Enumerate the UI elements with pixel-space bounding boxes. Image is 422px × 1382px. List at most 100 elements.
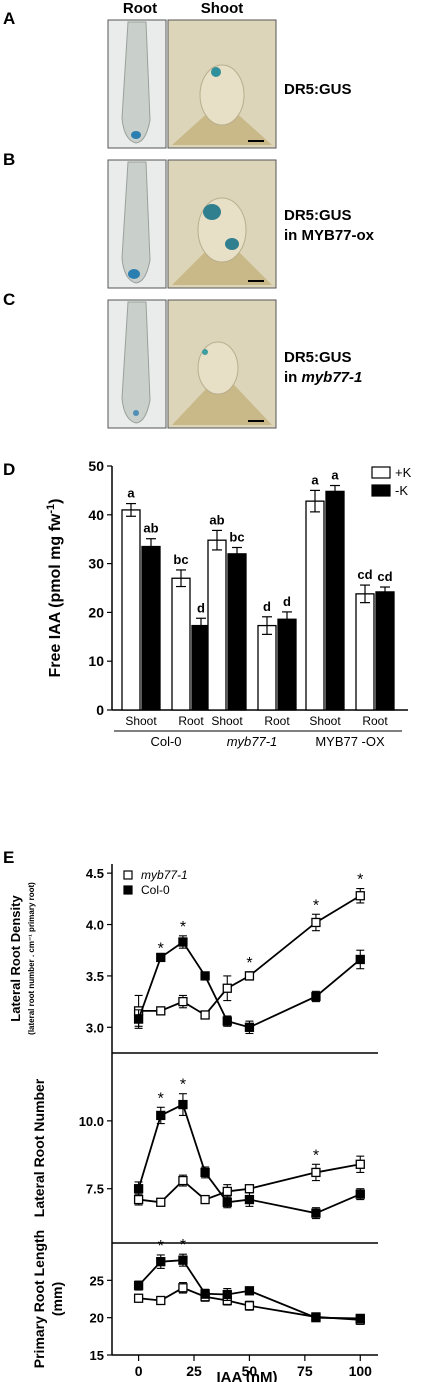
significance-asterisk: * <box>357 872 363 889</box>
data-point-col-0 <box>355 1313 365 1324</box>
data-point-col-0 <box>178 937 188 947</box>
bar <box>305 500 325 711</box>
significance-asterisk: * <box>158 1238 164 1255</box>
bar <box>355 593 375 711</box>
group-label: MYB77 -OX <box>315 734 385 749</box>
data-point-myb77-1 <box>244 971 255 981</box>
gus-stain-root-c <box>133 410 139 416</box>
data-point-myb77-1 <box>178 1175 188 1186</box>
x-tick-label: 0 <box>135 1363 143 1379</box>
data-point-col-0 <box>156 1257 166 1267</box>
data-point-col-0 <box>133 1184 144 1194</box>
data-point-myb77-1 <box>200 1194 210 1205</box>
bar <box>141 545 161 711</box>
x-tick-label: 50 <box>242 1363 258 1379</box>
significance-asterisk: * <box>158 940 164 957</box>
data-point-col-0 <box>156 1110 166 1121</box>
bar <box>325 490 345 711</box>
bar <box>375 591 395 711</box>
y-tick-label: 10.0 <box>79 1114 104 1129</box>
gus-stain-shoot-a <box>211 67 221 77</box>
data-point-col-0 <box>200 1167 210 1178</box>
bar <box>191 624 211 711</box>
x-axis-label: IAA (nM) <box>216 1369 277 1382</box>
data-point-myb77-1 <box>156 1295 166 1306</box>
y-axis-label: Lateral Root Number <box>31 1078 47 1217</box>
scale-bar-b <box>248 280 264 282</box>
subgroup-label: Root <box>362 714 388 728</box>
data-point-col-0 <box>355 1189 365 1199</box>
scale-bar-a <box>248 140 264 142</box>
image-row-b: DR5:GUS in MYB77-ox <box>107 159 375 289</box>
y-tick-label: 3.0 <box>86 1020 104 1035</box>
root-tip-shape-c <box>121 301 151 424</box>
y-tick-label: 40 <box>88 507 104 523</box>
significance-letter: d <box>197 600 205 615</box>
significance-asterisk: * <box>246 955 252 972</box>
data-point-col-0 <box>222 1197 232 1207</box>
panel-label-d: D <box>3 460 15 479</box>
y-tick-label: 4.5 <box>86 866 104 881</box>
data-point-myb77-1 <box>222 1186 232 1197</box>
subgroup-label: Shoot <box>211 714 243 728</box>
shoot-leaves-shape-c <box>172 372 272 425</box>
data-point-myb77-1 <box>178 1283 188 1293</box>
significance-letter: cd <box>377 569 392 584</box>
data-point-col-0 <box>244 1194 255 1205</box>
data-point-col-0 <box>311 1208 321 1218</box>
data-point-myb77-1 <box>156 1006 166 1016</box>
gus-stain-shoot-c <box>202 349 208 355</box>
y-axis-label: Lateral Root Density <box>8 895 23 1022</box>
panel-label-c: C <box>3 290 15 309</box>
subgroup-label: Root <box>178 714 204 728</box>
bar <box>277 618 297 711</box>
group-label: myb77-1 <box>227 734 278 749</box>
y-tick-label: 10 <box>88 653 104 669</box>
y-tick-label: 50 <box>88 458 104 474</box>
data-point-col-0 <box>133 1014 144 1024</box>
data-point-myb77-1 <box>178 996 188 1007</box>
y-tick-label: 25 <box>90 1273 104 1288</box>
significance-asterisk: * <box>180 919 186 936</box>
bar <box>207 539 227 711</box>
y-tick-label: 0 <box>96 702 104 718</box>
data-point-col-0 <box>244 1022 255 1032</box>
subgroup-label: Shoot <box>309 714 341 728</box>
y-tick-label: 30 <box>88 556 104 572</box>
image-label-c-line2: in myb77-1 <box>284 369 362 386</box>
image-label-b-line2: in MYB77-ox <box>284 227 375 244</box>
panel-label-e: E <box>3 848 14 867</box>
data-point-col-0 <box>311 1313 321 1323</box>
bar <box>171 577 191 711</box>
image-label-c-line1: DR5:GUS <box>284 349 352 366</box>
image-row-a: DR5:GUS <box>107 19 352 149</box>
data-point-col-0 <box>222 1289 232 1300</box>
significance-letter: a <box>331 468 339 483</box>
legend-label: +K <box>395 465 412 480</box>
panel-label-a: A <box>3 9 15 28</box>
image-label-a: DR5:GUS <box>284 81 352 98</box>
legend-label: -K <box>395 483 408 498</box>
subgroup-label: Shoot <box>125 714 157 728</box>
y-tick-label: 4.0 <box>86 918 104 933</box>
panel-label-b: B <box>3 150 15 169</box>
data-point-col-0 <box>200 971 210 981</box>
significance-letter: bc <box>173 552 188 567</box>
x-tick-label: 75 <box>297 1363 313 1379</box>
y-tick-label: 20 <box>90 1311 104 1326</box>
column-header-root: Root <box>123 0 157 17</box>
data-point-col-0 <box>200 1289 210 1299</box>
data-point-col-0 <box>178 1255 188 1265</box>
data-point-col-0 <box>156 952 166 963</box>
y-tick-label: 3.5 <box>86 969 104 984</box>
significance-letter: bc <box>229 529 244 544</box>
data-point-myb77-1 <box>133 1194 144 1205</box>
data-point-myb77-1 <box>133 1293 144 1303</box>
data-point-col-0 <box>222 1016 232 1026</box>
data-point-col-0 <box>133 1280 144 1291</box>
legend-marker-myb77-1 <box>123 870 133 880</box>
data-point-myb77-1 <box>355 1159 365 1169</box>
data-point-col-0 <box>244 1286 255 1296</box>
image-row-c: DR5:GUS in myb77-1 <box>107 299 362 429</box>
